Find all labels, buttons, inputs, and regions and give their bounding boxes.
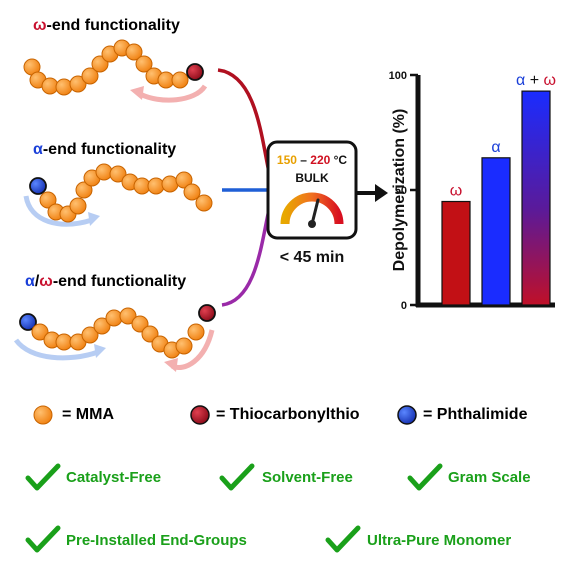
reaction-time: < 45 min: [280, 249, 344, 266]
phthalimide-bead-icon: [397, 405, 417, 425]
alpha-arrow-head: [88, 212, 100, 226]
mma-bead: [105, 309, 123, 327]
phthalimide-end-group: [19, 313, 37, 331]
ao-left-chain-arrow: [13, 338, 99, 361]
mma-bead: [135, 55, 153, 73]
alpha-omega-end-title: α/ω-end functionality: [25, 273, 187, 290]
feature-ultra-pure-monomer: Ultra-Pure Monomer: [367, 532, 512, 549]
bulk-label: BULK: [295, 171, 329, 185]
alpha-omega-connector: [221, 197, 274, 307]
check-icon: [25, 525, 61, 553]
mma-bead: [119, 307, 137, 325]
mma-bead: [31, 323, 49, 341]
mma-bead: [69, 197, 87, 215]
legend-phthalimide: = Phthalimide: [423, 406, 528, 423]
alpha-chain-arrow: [23, 195, 93, 227]
ao-left-arrow-head: [94, 344, 106, 358]
mma-bead: [125, 43, 143, 61]
mma-bead: [175, 337, 193, 355]
mma-bead: [69, 75, 87, 93]
mma-bead: [147, 177, 165, 195]
feature-solvent-free: Solvent-Free: [262, 469, 353, 486]
mma-bead: [175, 171, 193, 189]
check-icon: [407, 463, 443, 491]
bar-label: α: [491, 139, 500, 156]
mma-bead: [109, 165, 127, 183]
y-tick-label: 50: [395, 185, 407, 197]
mma-bead: [93, 317, 111, 335]
mma-bead: [75, 181, 93, 199]
dial-needle-icon: [310, 198, 320, 226]
bar: [441, 200, 471, 306]
reaction-conditions-box: 150 – 220 °C BULK: [266, 140, 358, 240]
polymer-chains: [19, 39, 216, 359]
mma-bead-icon: [33, 405, 53, 425]
process-arrow-head: [375, 184, 388, 202]
thiocarbonylthio-end-group: [198, 304, 216, 322]
mma-bead: [183, 183, 201, 201]
bar-label: ω: [450, 183, 463, 200]
omega-arrow-head: [130, 86, 144, 100]
bar-label: α + ω: [516, 72, 556, 89]
omega-polymer-chain: [23, 39, 204, 96]
omega-end-title: ω-end functionality: [33, 17, 180, 34]
feature-gram-scale: Gram Scale: [448, 469, 531, 486]
legend-mma: = MMA: [62, 406, 114, 423]
check-icon: [219, 463, 255, 491]
alpha-polymer-chain: [29, 163, 213, 223]
bar: [521, 90, 551, 306]
ao-right-arrow-head: [164, 358, 178, 372]
mma-bead: [171, 71, 189, 89]
alpha-omega-polymer-chain: [19, 304, 216, 359]
thermometer-dial-icon: [280, 192, 344, 225]
phthalimide-end-group: [29, 177, 47, 195]
feature-pre-installed-end-groups: Pre-Installed End-Groups: [66, 532, 247, 549]
mma-bead: [81, 326, 99, 344]
check-icon: [25, 463, 61, 491]
mma-bead: [187, 323, 205, 341]
mma-bead: [55, 78, 73, 96]
dial-pivot: [308, 220, 316, 228]
y-tick-label: 0: [401, 300, 407, 312]
alpha-end-title: α-end functionality: [33, 141, 177, 158]
thiocarbonylthio-end-group: [186, 63, 204, 81]
mma-bead: [81, 67, 99, 85]
feature-catalyst-free: Catalyst-Free: [66, 469, 162, 486]
connector-lines: [217, 68, 274, 307]
bar: [481, 157, 511, 306]
mma-bead: [161, 175, 179, 193]
mma-bead: [39, 191, 57, 209]
feature-checkmarks: [25, 463, 443, 553]
y-tick-label: 100: [389, 70, 407, 82]
y-axis-label: Depolymerization (%): [391, 109, 408, 272]
check-icon: [325, 525, 361, 553]
omega-connector: [217, 68, 274, 186]
temperature-range: 150 – 220 °C: [277, 153, 348, 167]
legend-thiocarbonylthio: = Thiocarbonylthio: [216, 406, 360, 423]
omega-chain-arrow: [138, 84, 208, 103]
mma-bead: [95, 163, 113, 181]
thiocarbonylthio-bead-icon: [190, 405, 210, 425]
depolymerization-arrows: [13, 84, 215, 372]
depolymerization-chart: 0 50 100 Depolymerization (%) ω α α + ω: [389, 70, 556, 312]
mma-bead: [195, 194, 213, 212]
